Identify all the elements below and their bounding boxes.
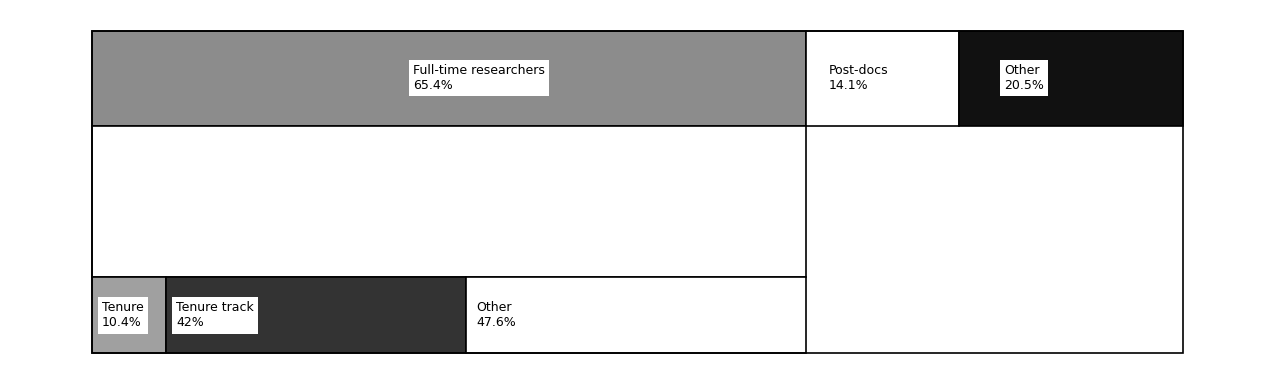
- Bar: [960, 31, 1183, 126]
- Bar: [806, 31, 960, 126]
- Text: Tenure track
42%: Tenure track 42%: [176, 301, 254, 329]
- Text: Other
20.5%: Other 20.5%: [1005, 64, 1044, 92]
- Bar: [465, 278, 806, 353]
- Text: Other
47.6%: Other 47.6%: [476, 301, 516, 329]
- Bar: [166, 278, 465, 353]
- Bar: [92, 126, 806, 278]
- Bar: [92, 278, 166, 353]
- Bar: [92, 31, 1183, 353]
- Text: Full-time researchers
65.4%: Full-time researchers 65.4%: [413, 64, 544, 92]
- Text: Post-docs
14.1%: Post-docs 14.1%: [829, 64, 889, 92]
- Bar: [92, 31, 806, 126]
- Text: Tenure
10.4%: Tenure 10.4%: [102, 301, 144, 329]
